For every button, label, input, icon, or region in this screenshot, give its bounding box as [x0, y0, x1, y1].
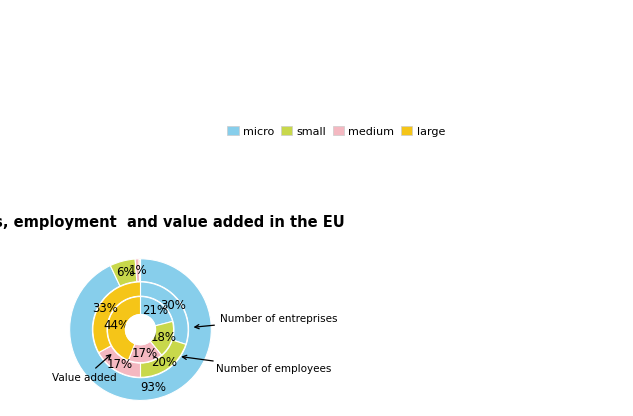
Text: 18%: 18%: [151, 331, 177, 344]
Text: 17%: 17%: [107, 358, 133, 371]
Text: Number of employees: Number of employees: [182, 355, 331, 374]
Text: Number of entreprises: Number of entreprises: [195, 314, 337, 329]
Text: 44%: 44%: [104, 319, 130, 332]
Wedge shape: [150, 322, 173, 355]
Text: 17%: 17%: [131, 347, 158, 360]
Wedge shape: [99, 346, 141, 377]
Text: 21%: 21%: [142, 304, 168, 317]
Text: 30%: 30%: [160, 299, 186, 312]
Wedge shape: [110, 259, 137, 286]
Wedge shape: [128, 341, 161, 363]
Text: 1%: 1%: [128, 264, 147, 277]
Wedge shape: [135, 259, 140, 282]
Wedge shape: [141, 282, 188, 344]
Circle shape: [125, 314, 156, 345]
Wedge shape: [108, 297, 141, 360]
Wedge shape: [93, 282, 141, 353]
Legend: micro, small, medium, large: micro, small, medium, large: [223, 121, 449, 141]
Wedge shape: [139, 259, 141, 282]
Wedge shape: [141, 340, 186, 377]
Title: SMEs, employment  and value added in the EU: SMEs, employment and value added in the …: [0, 215, 345, 230]
Text: Value added: Value added: [53, 355, 117, 383]
Text: 93%: 93%: [141, 381, 166, 394]
Text: 20%: 20%: [151, 356, 177, 369]
Text: 33%: 33%: [92, 302, 118, 315]
Wedge shape: [70, 259, 211, 401]
Text: 6%: 6%: [116, 266, 135, 279]
Wedge shape: [141, 297, 173, 326]
